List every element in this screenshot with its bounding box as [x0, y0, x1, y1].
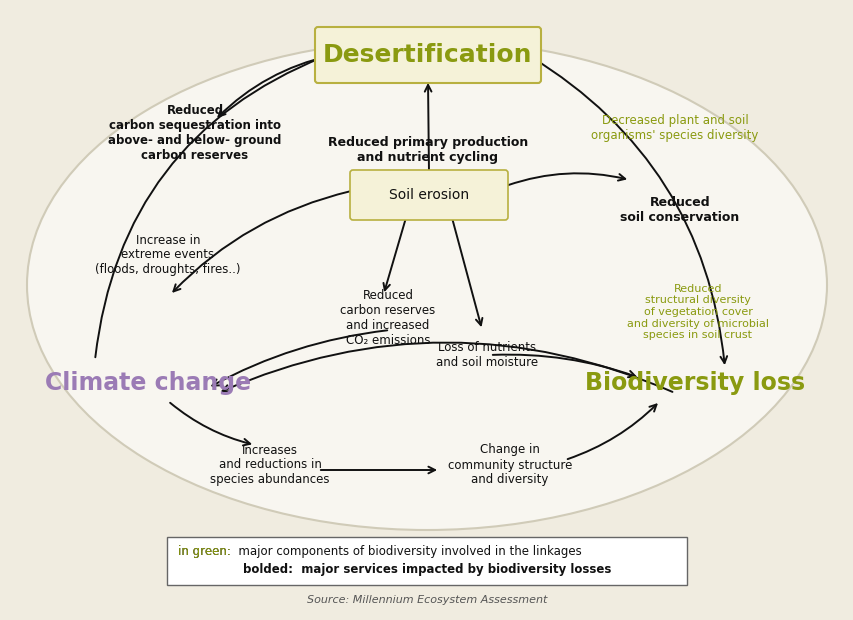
Text: Biodiversity loss: Biodiversity loss: [584, 371, 804, 395]
Text: Loss of nutrients
and soil moisture: Loss of nutrients and soil moisture: [435, 341, 537, 369]
Text: in green:  major components of biodiversity involved in the linkages: in green: major components of biodiversi…: [177, 546, 581, 559]
Text: Decreased plant and soil
organisms' species diversity: Decreased plant and soil organisms' spec…: [590, 114, 757, 142]
Text: bolded:  major services impacted by biodiversity losses: bolded: major services impacted by biodi…: [242, 564, 611, 577]
Text: Reduced
structural diversity
of vegetation cover
and diversity of microbial
spec: Reduced structural diversity of vegetati…: [626, 284, 768, 340]
Text: Climate change: Climate change: [45, 371, 251, 395]
Text: Reduced primary production
and nutrient cycling: Reduced primary production and nutrient …: [328, 136, 527, 164]
Ellipse shape: [27, 40, 826, 530]
Text: Reduced
carbon sequestration into
above- and below- ground
carbon reserves: Reduced carbon sequestration into above-…: [108, 104, 281, 162]
Text: in green:: in green:: [177, 546, 230, 559]
Text: Desertification: Desertification: [323, 43, 532, 67]
FancyBboxPatch shape: [167, 537, 686, 585]
Text: Reduced
carbon reserves
and increased
CO₂ emissions: Reduced carbon reserves and increased CO…: [340, 289, 435, 347]
FancyBboxPatch shape: [350, 170, 508, 220]
Text: Increases
and reductions in
species abundances: Increases and reductions in species abun…: [210, 443, 329, 487]
Text: Soil erosion: Soil erosion: [388, 188, 468, 202]
Text: Increase in
extreme events
(floods, droughts, fires..): Increase in extreme events (floods, drou…: [96, 234, 241, 277]
Text: Source: Millennium Ecosystem Assessment: Source: Millennium Ecosystem Assessment: [306, 595, 547, 605]
FancyBboxPatch shape: [315, 27, 540, 83]
Text: Change in
community structure
and diversity: Change in community structure and divers…: [447, 443, 572, 487]
Text: Reduced
soil conservation: Reduced soil conservation: [619, 196, 739, 224]
